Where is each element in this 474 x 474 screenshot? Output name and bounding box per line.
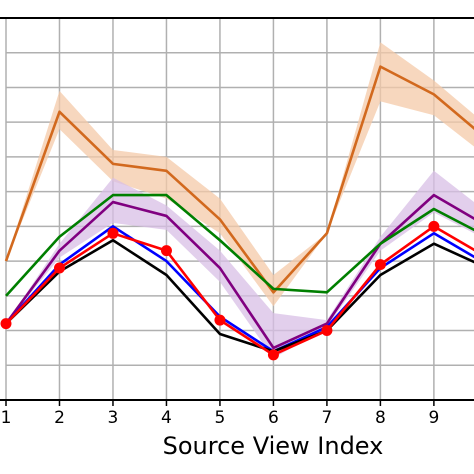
x-tick-label: 8 — [375, 408, 386, 428]
x-tick-label: 9 — [428, 408, 439, 428]
line-series-2 — [4, 193, 474, 350]
marker-series-6 — [428, 220, 440, 232]
axes — [0, 17, 474, 406]
x-tick-label: 4 — [161, 408, 172, 428]
x-tick-label: 5 — [215, 408, 226, 428]
marker-series-6 — [267, 349, 279, 361]
band-series-2 — [6, 170, 474, 359]
band-series-1 — [6, 42, 474, 307]
line-series-6 — [5, 225, 474, 357]
marker-series-6 — [374, 259, 386, 271]
line-series-1 — [4, 65, 474, 294]
x-tick-label: 2 — [54, 408, 65, 428]
marker-series-6 — [0, 318, 12, 330]
x-tick-label: 6 — [268, 408, 279, 428]
line-series-5 — [5, 238, 474, 353]
x-tick-label: 1 — [1, 408, 12, 428]
marker-series-6 — [321, 325, 333, 337]
x-axis-label: Source View Index — [163, 432, 384, 460]
marker-series-6 — [107, 227, 119, 239]
marker-series-6 — [214, 314, 226, 326]
x-tick-label: 7 — [322, 408, 333, 428]
x-tick-label: 3 — [108, 408, 119, 428]
x-tick-labels: 1 2 3 4 5 6 7 8 9 — [1, 408, 440, 428]
series-markers — [0, 220, 440, 361]
marker-series-6 — [53, 262, 65, 274]
line-series-4 — [5, 225, 474, 353]
confidence-bands — [6, 42, 474, 359]
line-series-3 — [5, 193, 474, 297]
marker-series-6 — [160, 245, 172, 257]
series-lines — [4, 65, 474, 357]
